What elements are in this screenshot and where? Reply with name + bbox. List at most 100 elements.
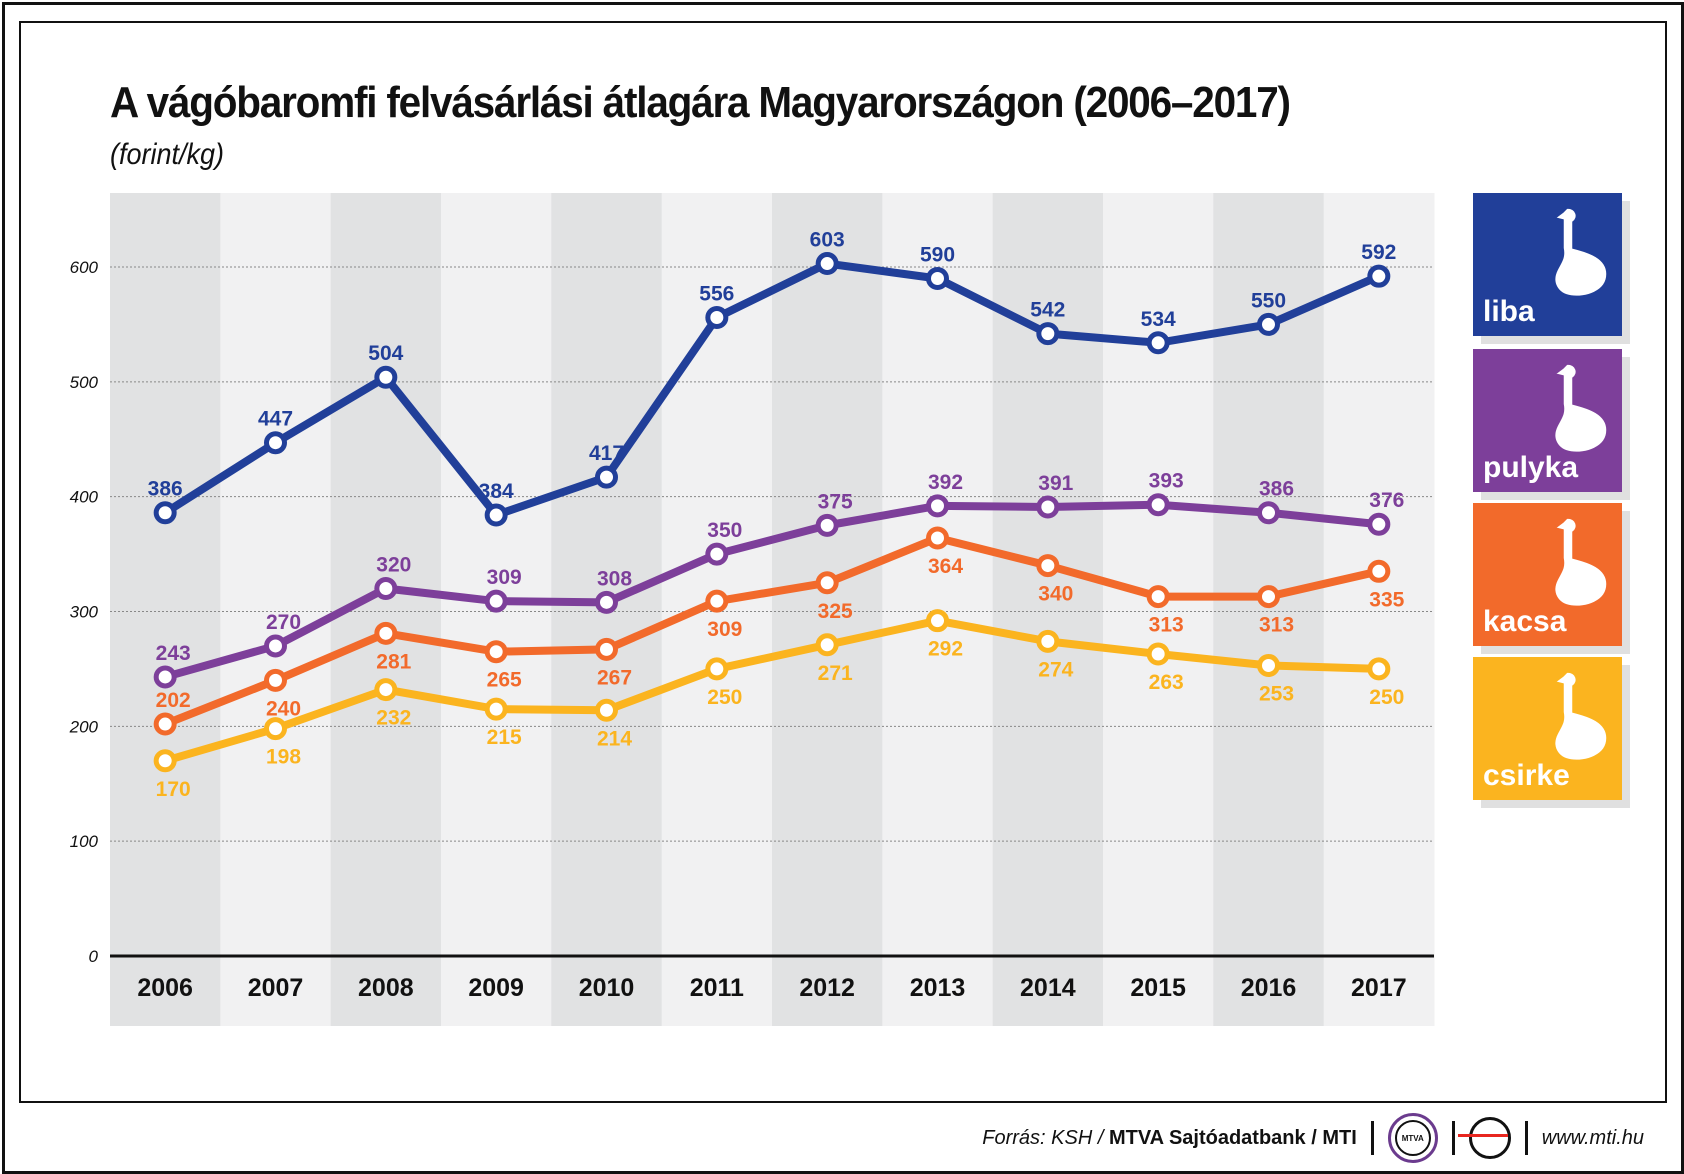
data-label-pulyka: 309 xyxy=(487,566,522,589)
data-label-csirke: 274 xyxy=(1038,658,1073,681)
source-text: Forrás: KSH / MTVA Sajtóadatbank / MTI xyxy=(982,1127,1357,1150)
data-point-pulyka xyxy=(815,513,839,537)
column-band xyxy=(220,193,332,1026)
data-label-pulyka: 270 xyxy=(266,611,301,634)
data-point-csirke xyxy=(1146,642,1170,666)
x-tick-label: 2009 xyxy=(468,974,524,1002)
data-label-kacsa: 340 xyxy=(1038,583,1073,606)
data-point-pulyka xyxy=(1257,501,1280,525)
duck-icon xyxy=(1553,517,1608,608)
data-label-pulyka: 393 xyxy=(1149,470,1184,493)
data-label-csirke: 250 xyxy=(707,686,742,709)
series-line-csirke xyxy=(164,616,1379,765)
mtva-logo: MTVA xyxy=(1387,1113,1438,1163)
data-label-liba: 603 xyxy=(810,229,845,252)
column-band xyxy=(110,193,221,1026)
data-point-liba xyxy=(705,306,729,330)
data-label-kacsa: 281 xyxy=(376,650,411,673)
data-point-pulyka xyxy=(153,665,177,689)
column-band xyxy=(1323,193,1435,1026)
data-point-kacsa xyxy=(1257,585,1280,609)
data-point-csirke xyxy=(484,697,508,721)
data-point-kacsa xyxy=(1146,585,1170,609)
data-point-pulyka xyxy=(484,589,508,613)
data-point-csirke xyxy=(153,749,177,773)
data-point-pulyka xyxy=(705,542,729,566)
data-label-liba: 447 xyxy=(258,408,293,431)
data-point-pulyka xyxy=(595,590,618,614)
data-point-kacsa xyxy=(926,526,949,550)
y-tick-label: 200 xyxy=(69,717,99,736)
series-line-pulyka xyxy=(164,500,1380,681)
data-label-pulyka: 320 xyxy=(376,554,411,577)
x-tick-label: 2017 xyxy=(1351,974,1407,1002)
data-point-kacsa xyxy=(595,637,618,661)
data-point-liba xyxy=(595,465,618,489)
x-tick-label: 2013 xyxy=(910,974,966,1002)
data-point-liba xyxy=(264,431,287,455)
data-label-liba: 556 xyxy=(699,283,734,306)
data-label-kacsa: 202 xyxy=(156,689,191,712)
data-point-kacsa xyxy=(374,621,398,645)
goose-icon xyxy=(1553,207,1608,298)
chart-title: A vágóbaromfi felvásárlási átlagára Magy… xyxy=(110,78,1291,127)
data-point-kacsa xyxy=(705,589,729,613)
data-label-liba: 550 xyxy=(1251,289,1286,312)
data-label-pulyka: 386 xyxy=(1259,478,1294,501)
data-label-liba: 590 xyxy=(920,243,955,266)
data-label-liba: 534 xyxy=(1141,308,1176,331)
mti-logo xyxy=(1457,1117,1511,1159)
y-tick-label: 500 xyxy=(70,373,99,392)
data-label-kacsa: 313 xyxy=(1149,614,1184,637)
chicken-icon xyxy=(1553,671,1608,762)
data-point-liba xyxy=(1367,264,1391,288)
data-label-liba: 542 xyxy=(1030,299,1065,322)
separator xyxy=(1370,1121,1374,1155)
x-tick-label: 2011 xyxy=(690,974,744,1002)
x-tick-label: 2016 xyxy=(1241,974,1297,1002)
website-url: www.mti.hu xyxy=(1541,1126,1644,1149)
data-label-liba: 504 xyxy=(368,342,403,365)
data-point-liba xyxy=(1257,312,1280,336)
data-label-csirke: 292 xyxy=(928,638,963,661)
data-label-csirke: 263 xyxy=(1149,671,1184,694)
data-point-liba xyxy=(484,503,508,527)
data-point-liba xyxy=(815,252,839,276)
data-label-kacsa: 265 xyxy=(487,669,522,692)
data-label-csirke: 271 xyxy=(818,662,853,685)
data-label-csirke: 253 xyxy=(1259,682,1294,705)
x-tick-label: 2012 xyxy=(799,974,855,1002)
legend-label-liba: liba xyxy=(1483,295,1535,328)
source-prefix: Forrás: KSH / xyxy=(982,1126,1109,1149)
data-label-liba: 384 xyxy=(479,480,514,503)
data-label-csirke: 250 xyxy=(1369,686,1404,709)
data-point-kacsa xyxy=(153,712,177,736)
legend-label-pulyka: pulyka xyxy=(1483,451,1578,484)
y-tick-label: 400 xyxy=(70,488,99,507)
data-point-kacsa xyxy=(1367,559,1391,583)
series-line-kacsa xyxy=(163,534,1380,728)
data-point-csirke xyxy=(1257,653,1280,677)
column-band xyxy=(772,193,883,1026)
data-point-csirke xyxy=(595,698,618,722)
data-point-kacsa xyxy=(264,668,287,692)
chart-subtitle: (forint/kg) xyxy=(110,138,225,171)
data-point-csirke xyxy=(264,717,287,741)
data-point-pulyka xyxy=(1036,495,1060,519)
data-label-kacsa: 267 xyxy=(597,666,632,689)
data-point-csirke xyxy=(1367,657,1391,681)
y-tick-label: 100 xyxy=(70,832,99,851)
data-label-pulyka: 243 xyxy=(156,642,191,665)
data-label-pulyka: 350 xyxy=(707,519,742,542)
data-point-kacsa xyxy=(815,571,839,595)
inner-frame xyxy=(19,21,1667,1103)
data-label-kacsa: 240 xyxy=(266,697,301,720)
data-label-csirke: 232 xyxy=(376,707,411,730)
mtva-logo-text: MTVA xyxy=(1394,1120,1431,1156)
data-label-kacsa: 325 xyxy=(818,600,853,623)
separator xyxy=(1451,1121,1455,1155)
data-point-kacsa xyxy=(484,640,508,664)
x-tick-label: 2006 xyxy=(137,974,193,1002)
data-point-csirke xyxy=(705,657,729,681)
